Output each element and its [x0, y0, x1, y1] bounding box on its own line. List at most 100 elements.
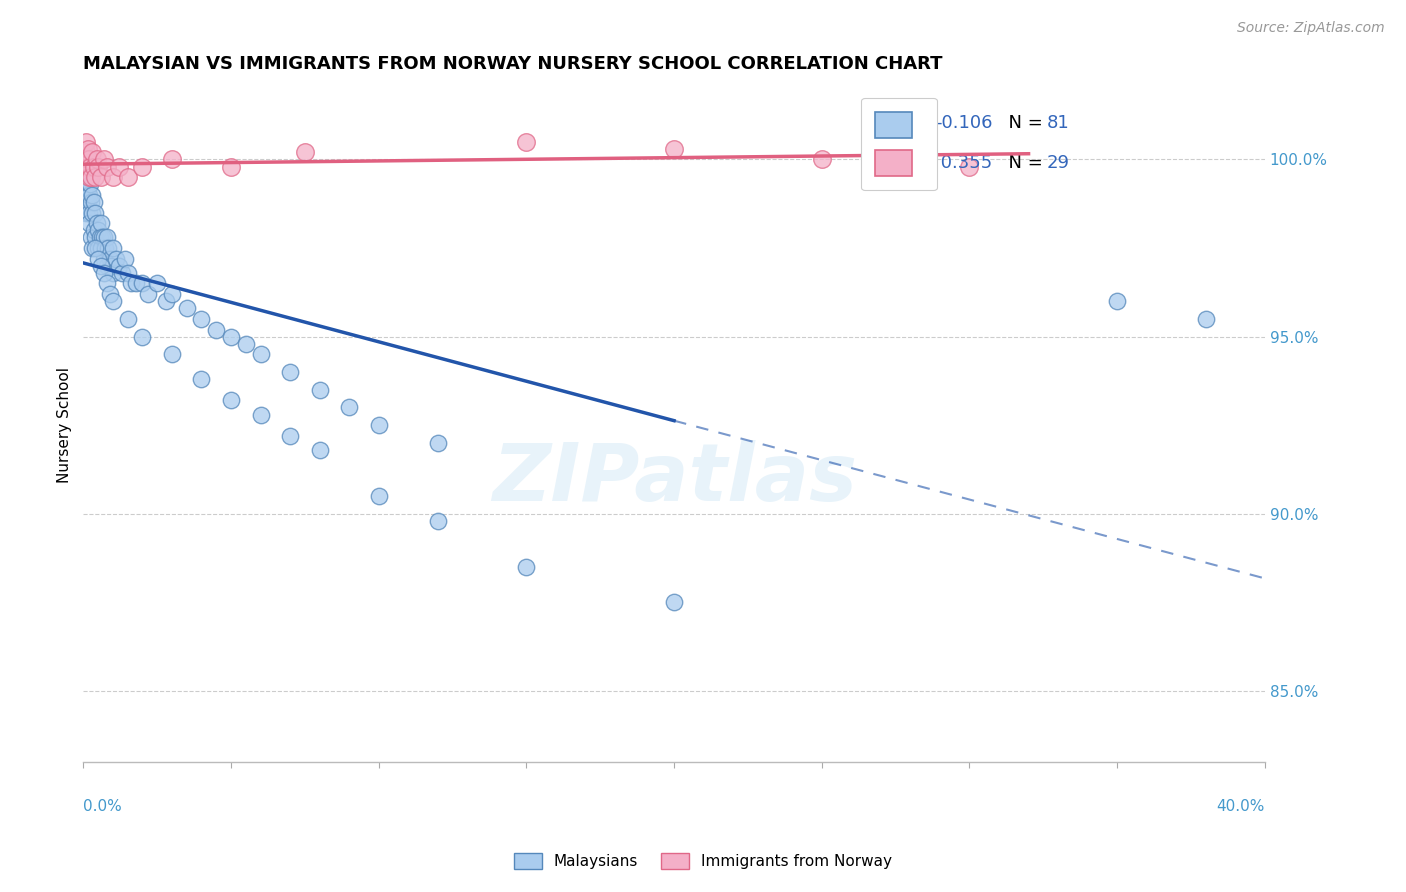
- Point: [89, 230, 111, 244]
- Point: [77, 216, 100, 230]
- Point: [75, 135, 97, 149]
- Point: [235, 336, 257, 351]
- Text: N =: N =: [997, 153, 1049, 172]
- Point: [77, 205, 100, 219]
- Point: [515, 135, 537, 149]
- Point: [205, 322, 228, 336]
- Point: [114, 252, 136, 266]
- Point: [219, 393, 242, 408]
- Point: [146, 277, 169, 291]
- Point: [91, 230, 114, 244]
- Point: [75, 145, 97, 160]
- Point: [75, 205, 97, 219]
- Point: [73, 160, 96, 174]
- Text: 0.355: 0.355: [935, 153, 993, 172]
- Point: [662, 595, 685, 609]
- Point: [82, 145, 104, 160]
- Point: [93, 266, 115, 280]
- Point: [79, 160, 101, 174]
- Point: [111, 266, 134, 280]
- Point: [94, 241, 117, 255]
- Point: [426, 514, 449, 528]
- Point: [79, 178, 101, 192]
- Point: [87, 223, 110, 237]
- Text: R =: R =: [884, 114, 924, 132]
- Point: [662, 142, 685, 156]
- Point: [86, 153, 108, 167]
- Point: [308, 383, 330, 397]
- Point: [90, 241, 112, 255]
- Point: [367, 489, 389, 503]
- Point: [308, 442, 330, 457]
- Point: [76, 153, 98, 167]
- Point: [1107, 294, 1129, 309]
- Point: [93, 153, 115, 167]
- Text: 40.0%: 40.0%: [1216, 799, 1265, 814]
- Text: -0.106: -0.106: [935, 114, 993, 132]
- Point: [131, 329, 153, 343]
- Point: [90, 216, 112, 230]
- Point: [76, 142, 98, 156]
- Point: [93, 252, 115, 266]
- Point: [117, 170, 139, 185]
- Point: [77, 187, 100, 202]
- Text: N =: N =: [997, 114, 1049, 132]
- Point: [337, 401, 360, 415]
- Point: [77, 170, 100, 185]
- Point: [84, 170, 107, 185]
- Point: [160, 153, 183, 167]
- Point: [93, 230, 115, 244]
- Text: 81: 81: [1047, 114, 1070, 132]
- Point: [176, 301, 198, 316]
- Legend: , : ,: [860, 97, 936, 190]
- Point: [96, 230, 118, 244]
- Point: [82, 205, 104, 219]
- Point: [87, 252, 110, 266]
- Point: [98, 287, 121, 301]
- Point: [101, 266, 124, 280]
- Point: [278, 429, 301, 443]
- Point: [117, 311, 139, 326]
- Point: [75, 170, 97, 185]
- Point: [107, 160, 129, 174]
- Point: [190, 372, 212, 386]
- Point: [249, 347, 271, 361]
- Point: [117, 266, 139, 280]
- Point: [190, 311, 212, 326]
- Point: [77, 153, 100, 167]
- Point: [515, 560, 537, 574]
- Point: [101, 294, 124, 309]
- Point: [219, 329, 242, 343]
- Legend: Malaysians, Immigrants from Norway: Malaysians, Immigrants from Norway: [508, 847, 898, 875]
- Point: [426, 436, 449, 450]
- Text: Source: ZipAtlas.com: Source: ZipAtlas.com: [1237, 21, 1385, 35]
- Point: [96, 259, 118, 273]
- Point: [1195, 311, 1218, 326]
- Point: [97, 241, 120, 255]
- Point: [82, 241, 104, 255]
- Point: [76, 160, 98, 174]
- Point: [219, 160, 242, 174]
- Point: [76, 187, 98, 202]
- Point: [84, 230, 107, 244]
- Point: [84, 205, 107, 219]
- Point: [80, 187, 103, 202]
- Point: [83, 194, 105, 209]
- Point: [131, 160, 153, 174]
- Point: [810, 153, 832, 167]
- Point: [100, 259, 122, 273]
- Point: [160, 347, 183, 361]
- Point: [90, 170, 112, 185]
- Point: [84, 241, 107, 255]
- Point: [131, 277, 153, 291]
- Point: [98, 252, 121, 266]
- Point: [83, 223, 105, 237]
- Point: [107, 259, 129, 273]
- Point: [73, 181, 96, 195]
- Point: [101, 170, 124, 185]
- Text: 29: 29: [1047, 153, 1070, 172]
- Text: 0.0%: 0.0%: [83, 799, 122, 814]
- Point: [367, 418, 389, 433]
- Point: [79, 170, 101, 185]
- Point: [86, 216, 108, 230]
